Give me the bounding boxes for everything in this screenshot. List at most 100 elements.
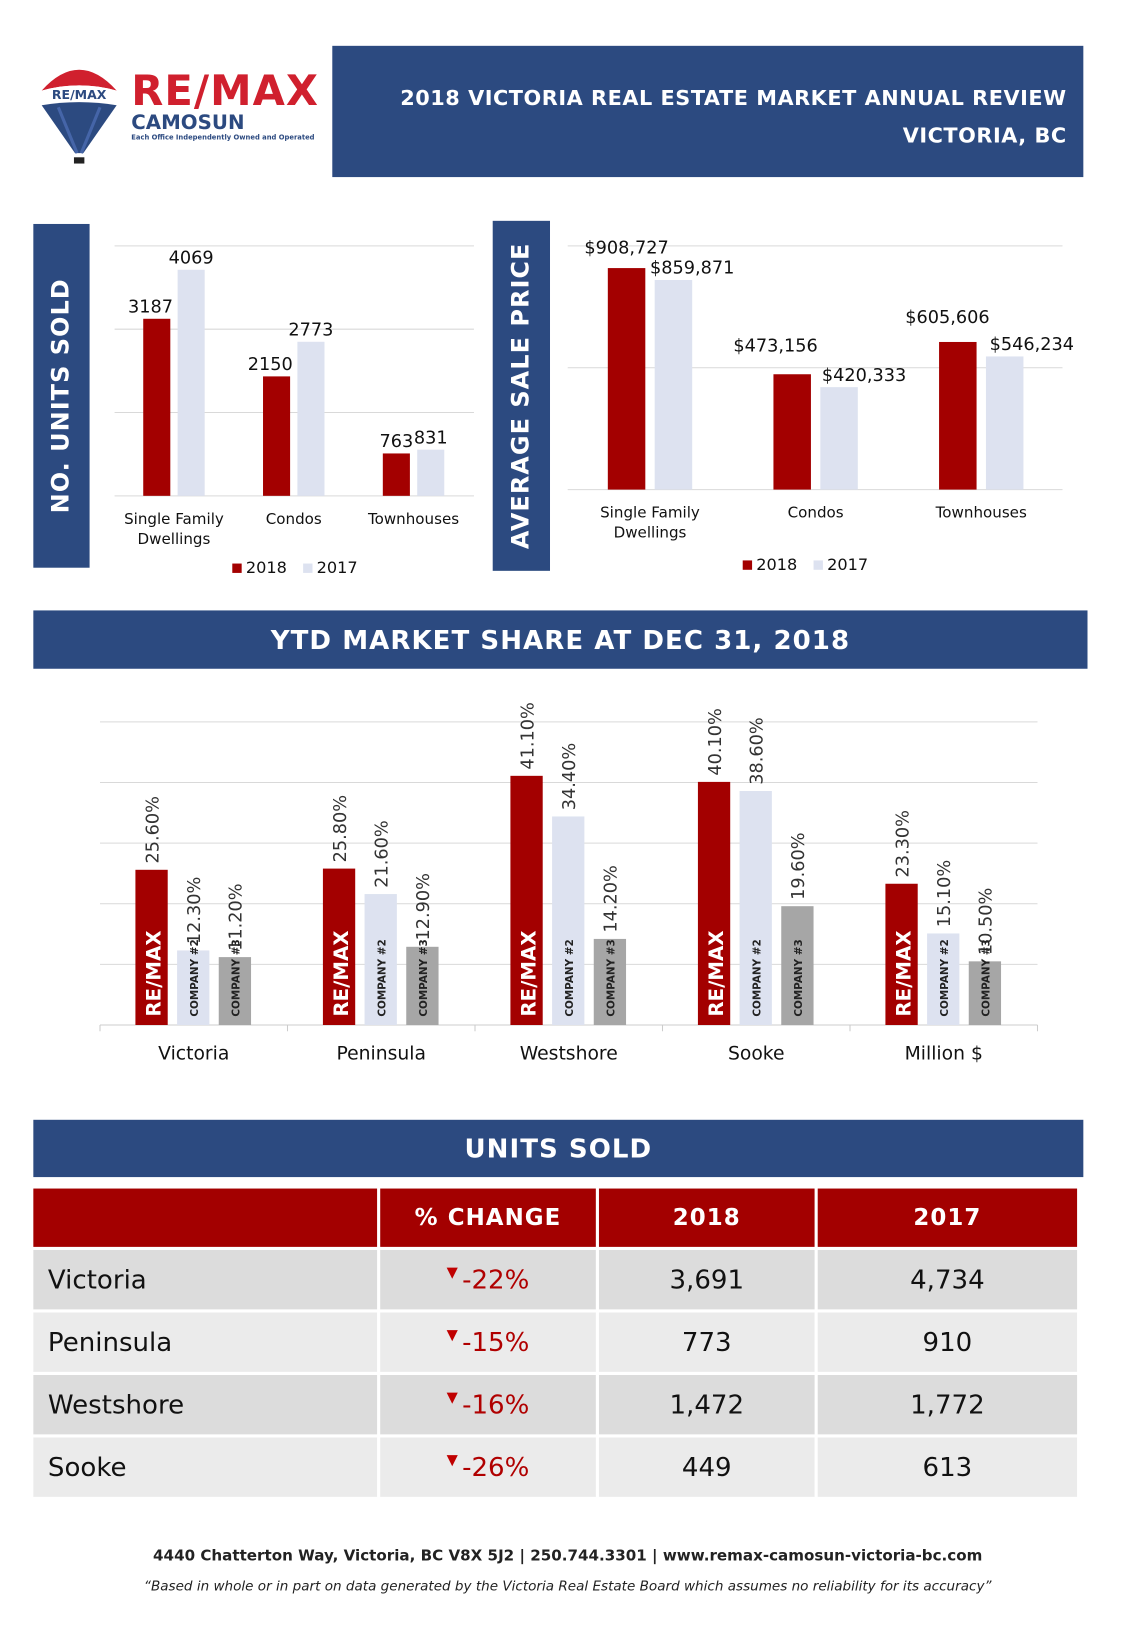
legend-label: 2017: [827, 555, 868, 574]
units-sold-table: % CHANGE 2018 2017 Victoria ▼ -22% 3,691 …: [30, 1185, 1080, 1500]
table-row: Peninsula ▼ -15% 773 910: [33, 1312, 1078, 1372]
data-label: $908,727: [584, 238, 668, 258]
bar-remax: [697, 781, 731, 1026]
value-label: 38.60%: [748, 717, 768, 784]
bar-company-2: [552, 816, 585, 1026]
change-value: -22%: [462, 1264, 530, 1295]
bar-remax: [510, 775, 543, 1026]
avg-price-label: AVERAGE SALE PRICE: [492, 220, 551, 571]
value-label: 25.80%: [331, 795, 351, 862]
value-label: 40.10%: [706, 708, 726, 775]
percent-change: ▼ -26%: [380, 1437, 596, 1497]
bar-company-2: [927, 933, 960, 1026]
percent-change: ▼ -22%: [380, 1250, 596, 1310]
data-label: $420,333: [822, 366, 906, 386]
area-name: Westshore: [33, 1375, 378, 1435]
market-share-title: YTD MARKET SHARE AT DEC 31, 2018: [270, 624, 851, 655]
bar-company-label: COMPANY #2: [751, 939, 763, 1016]
category-label: Victoria: [158, 1043, 229, 1064]
table-row: Sooke ▼ -26% 449 613: [33, 1437, 1078, 1497]
bar-remax: [322, 868, 356, 1026]
header-2018: 2018: [598, 1188, 815, 1247]
bar-remax: [135, 869, 168, 1026]
office-tagline: Each Office Independently Owned and Oper…: [131, 133, 315, 142]
bar-company-label: RE/MAX: [330, 930, 353, 1016]
category-label: Million $: [905, 1043, 983, 1064]
value-label: 23.30%: [893, 810, 913, 877]
bar-remax: [885, 883, 918, 1026]
bar-2018: [773, 374, 811, 490]
value-label: 12.30%: [185, 877, 205, 944]
legend-swatch: [742, 560, 753, 570]
units-2017: 910: [817, 1312, 1078, 1372]
units-table-banner: UNITS SOLD: [33, 1119, 1084, 1178]
units-2017: 4,734: [817, 1250, 1078, 1310]
bar-company-label: COMPANY #2: [376, 939, 388, 1016]
bar-2018: [263, 376, 291, 496]
avg-price-chart: $908,727$859,871 Single Family Dwellings $4…: [567, 238, 1074, 574]
bar-company-label: COMPANY #3: [793, 939, 805, 1016]
value-label: 19.60%: [789, 832, 809, 899]
bar-company-label: COMPANY #3: [981, 939, 993, 1016]
legend-label: 2018: [246, 558, 287, 577]
table-row: Victoria ▼ -22% 3,691 4,734: [33, 1250, 1078, 1310]
value-label: 34.40%: [560, 743, 580, 810]
value-label: 11.20%: [227, 883, 247, 950]
balloon-text: RE/MAX: [52, 87, 107, 102]
bar-company-3: [593, 938, 627, 1026]
data-label: 2150: [248, 355, 293, 375]
category-label: Westshore: [520, 1043, 618, 1064]
footer-contact: 4440 Chatterton Way, Victoria, BC V8X 5J…: [153, 1547, 983, 1565]
bar-2018: [382, 453, 410, 496]
legend-swatch: [813, 560, 823, 570]
value-label: 41.10%: [518, 702, 538, 769]
legend-swatch: [303, 563, 313, 573]
data-label: 3187: [128, 298, 173, 318]
down-triangle-icon: ▼: [446, 1327, 458, 1344]
category-label: Dwellings: [614, 524, 687, 542]
bar-2017: [177, 269, 205, 496]
data-label: $473,156: [733, 336, 817, 356]
avg-price-title: AVERAGE SALE PRICE: [507, 242, 535, 550]
category-label: Single Family: [124, 510, 224, 528]
data-label: 763: [379, 432, 413, 452]
bar-company-2: [364, 894, 397, 1026]
bar-company-label: RE/MAX: [892, 930, 915, 1016]
percent-change: ▼ -16%: [380, 1375, 596, 1435]
bar-2017: [985, 356, 1024, 490]
header-change: % CHANGE: [380, 1188, 596, 1247]
value-label: 21.60%: [373, 820, 393, 887]
units-sold-title: NO. UNITS SOLD: [47, 278, 76, 514]
remax-balloon-logo: RE/MAX: [38, 57, 121, 171]
units-sold-chart: 3187 4069 Single Family Dwellings 2150 2773 Co…: [114, 245, 474, 577]
bar-company-label: RE/MAX: [142, 930, 165, 1016]
units-2018: 773: [598, 1312, 815, 1372]
data-label: 4069: [169, 249, 214, 269]
value-label: 15.10%: [935, 860, 955, 927]
legend-label: 2018: [756, 555, 797, 574]
bar-company-label: COMPANY #3: [418, 939, 430, 1016]
units-table-title: UNITS SOLD: [464, 1133, 653, 1164]
bar-company-label: COMPANY #3: [231, 939, 243, 1016]
bar-company-3: [968, 961, 1002, 1026]
bar-2017: [654, 279, 693, 490]
data-label: $605,606: [905, 308, 989, 328]
bar-company-3: [218, 957, 252, 1026]
report-title: 2018 VICTORIA REAL ESTATE MARKET ANNUAL …: [400, 85, 1067, 111]
category-label: Peninsula: [336, 1043, 426, 1064]
bar-2017: [417, 449, 445, 496]
data-label: 2773: [288, 321, 333, 341]
bar-company-label: COMPANY #3: [606, 939, 618, 1016]
area-name: Victoria: [33, 1250, 378, 1310]
down-triangle-icon: ▼: [446, 1264, 458, 1282]
area-name: Sooke: [33, 1437, 378, 1497]
bar-company-3: [781, 906, 814, 1026]
category-label: Townhouses: [935, 504, 1027, 522]
bar-2017: [820, 387, 858, 490]
change-value: -26%: [462, 1452, 530, 1483]
table-header-row: % CHANGE 2018 2017: [33, 1188, 1078, 1247]
change-value: -16%: [462, 1389, 530, 1420]
category-label: Townhouses: [367, 510, 459, 528]
header-area: [33, 1188, 378, 1247]
